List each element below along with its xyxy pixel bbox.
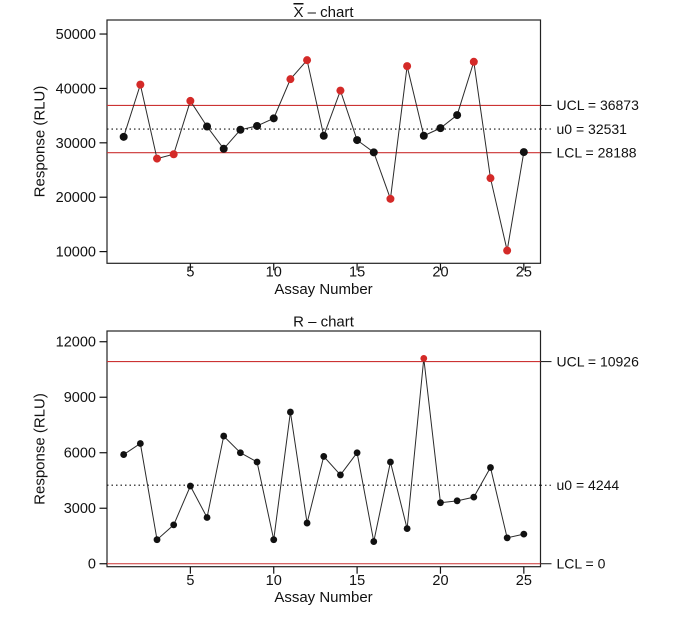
x-tick-label: 25	[516, 265, 532, 281]
data-point	[436, 124, 445, 133]
xbar-chart-title: X – chart	[293, 4, 354, 21]
data-point-out-of-control	[286, 75, 295, 84]
y-tick-label: 50000	[56, 27, 96, 43]
data-point	[203, 514, 211, 521]
data-point	[437, 499, 444, 507]
series-line	[123, 358, 524, 542]
ucl-annotation: UCL = 10926	[557, 353, 640, 369]
data-point	[253, 458, 261, 466]
data-point	[419, 131, 428, 140]
data-point	[369, 148, 378, 157]
y-tick-label: 30000	[56, 136, 96, 152]
x-axis-label: Assay Number	[274, 589, 372, 606]
x-tick-label: 15	[349, 573, 365, 589]
y-tick-label: 3000	[64, 501, 96, 517]
center-line-annotation: u0 = 4244	[557, 477, 620, 493]
data-point	[186, 482, 194, 490]
data-point-out-of-control	[303, 56, 312, 65]
y-tick-label: 12000	[56, 335, 96, 351]
data-point-out-of-control	[336, 86, 345, 95]
y-tick-label: 6000	[64, 446, 96, 462]
data-point	[519, 148, 528, 157]
data-point	[287, 408, 294, 416]
data-point	[320, 453, 328, 460]
data-point-out-of-control	[136, 80, 145, 89]
data-point	[353, 449, 361, 457]
data-point	[270, 536, 278, 544]
data-point-out-of-control	[386, 194, 395, 203]
x-tick-label: 20	[432, 265, 448, 281]
x-tick-label: 15	[349, 265, 365, 281]
data-point	[453, 111, 462, 120]
x-tick-label: 5	[186, 265, 194, 281]
series-line	[123, 59, 525, 251]
data-point	[119, 132, 128, 141]
data-point-out-of-control	[469, 57, 478, 66]
data-point	[353, 136, 362, 145]
center-line-annotation: u0 = 32531	[557, 121, 628, 137]
data-point-out-of-control	[169, 150, 178, 159]
data-point	[219, 144, 228, 153]
data-point	[170, 521, 178, 529]
lcl-annotation: LCL = 28188	[557, 144, 637, 160]
plot-frame	[106, 330, 542, 568]
data-point-out-of-control	[186, 96, 195, 105]
data-point	[236, 449, 244, 457]
data-point	[236, 125, 245, 134]
lcl-annotation: LCL = 0	[557, 556, 606, 572]
x-tick-label: 20	[432, 573, 448, 589]
r-chart-title: R – chart	[293, 314, 355, 331]
ucl-annotation: UCL = 36873	[557, 97, 640, 113]
y-tick-label: 10000	[56, 245, 96, 261]
x-tick-label: 5	[186, 573, 194, 589]
x-tick-label: 25	[516, 573, 532, 589]
data-point-out-of-control	[486, 174, 495, 183]
xbar-chart: X – chart 10000 20000 30000 40000 50000 5 10 15…	[32, 4, 640, 298]
data-point	[370, 538, 378, 545]
data-point	[253, 121, 262, 130]
y-tick-label: 9000	[64, 390, 96, 406]
data-point	[203, 122, 212, 131]
r-chart: R – chart 0 3000 6000 9000 12000 5 10 15 20 25 Re…	[32, 314, 640, 607]
data-point	[120, 451, 128, 458]
x-tick-label: 10	[266, 573, 282, 589]
y-tick-label: 40000	[56, 81, 96, 97]
data-point-out-of-control	[503, 246, 512, 255]
data-point	[487, 464, 494, 471]
y-axis-label: Response (RLU)	[32, 86, 49, 198]
y-tick-label: 0	[88, 557, 96, 573]
data-point	[220, 432, 228, 440]
plot-frame	[106, 19, 542, 264]
data-point	[503, 534, 511, 542]
data-point	[269, 114, 278, 123]
x-tick-label: 10	[266, 265, 282, 281]
data-point-out-of-control	[403, 62, 412, 71]
data-point	[403, 525, 411, 532]
data-point	[337, 471, 344, 479]
data-point	[153, 536, 161, 544]
data-point	[319, 131, 328, 140]
data-point	[470, 493, 478, 501]
y-axis-label: Response (RLU)	[32, 393, 49, 505]
data-point	[303, 519, 311, 527]
data-point	[520, 530, 528, 538]
data-point	[387, 458, 394, 466]
y-tick-label: 20000	[56, 190, 96, 206]
data-point	[453, 497, 461, 505]
data-point-out-of-control	[153, 154, 162, 163]
x-axis-label: Assay Number	[274, 281, 372, 298]
data-point	[136, 440, 144, 447]
data-point-out-of-control	[420, 354, 428, 362]
